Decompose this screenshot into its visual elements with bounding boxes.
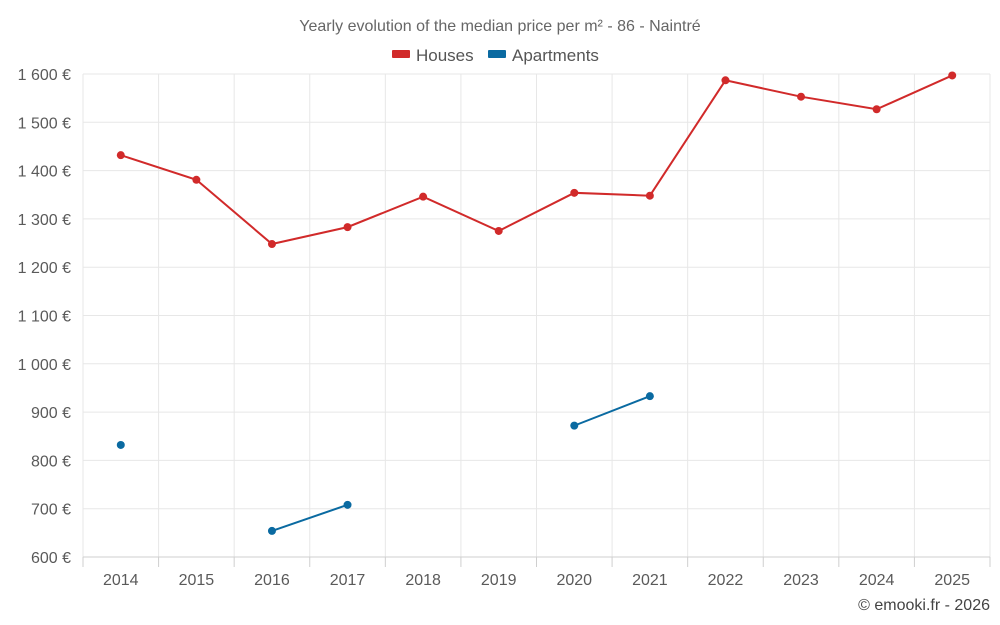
data-point-apartments[interactable] (343, 500, 352, 509)
chart-title: Yearly evolution of the median price per… (299, 18, 700, 35)
series-line-houses (120, 74, 953, 246)
y-tick-label: 600 € (31, 550, 71, 567)
data-point-houses[interactable] (645, 191, 654, 200)
data-point-houses[interactable] (570, 188, 579, 197)
y-tick-label: 1 200 € (18, 260, 71, 277)
axis-layer: 600 € 700 € 800 € 900 € 1 000 € 1 100 € 1 200 … (18, 67, 991, 589)
series-layer (116, 71, 957, 535)
series-houses (116, 71, 957, 249)
data-point-houses[interactable] (267, 240, 276, 249)
grid-layer (82, 73, 991, 557)
data-point-apartments[interactable] (570, 421, 579, 430)
y-tick-label: 1 400 € (18, 164, 71, 181)
series-apartments (116, 392, 654, 535)
data-point-houses[interactable] (872, 105, 881, 114)
x-tick-label: 2019 (481, 572, 517, 589)
y-tick-label: 800 € (31, 453, 71, 470)
y-tick-label: 1 300 € (18, 212, 71, 229)
x-tick-label: 2021 (632, 572, 668, 589)
x-tick-label: 2023 (783, 572, 819, 589)
legend-swatch-apartments (488, 50, 506, 58)
data-point-houses[interactable] (948, 71, 957, 80)
x-tick-label: 2017 (330, 572, 366, 589)
x-tick-label: 2018 (405, 572, 441, 589)
x-tick-label: 2020 (556, 572, 592, 589)
data-point-houses[interactable] (494, 226, 503, 235)
data-point-apartments[interactable] (116, 440, 125, 449)
legend-label-houses[interactable]: Houses (416, 46, 474, 65)
data-point-houses[interactable] (797, 92, 806, 101)
data-point-houses[interactable] (419, 192, 428, 201)
y-tick-label: 1 500 € (18, 115, 71, 132)
legend-swatch-houses (392, 50, 410, 58)
series-line-apartments (573, 395, 651, 427)
data-point-houses[interactable] (116, 151, 125, 160)
y-tick-label: 700 € (31, 502, 71, 519)
legend: Houses Apartments (392, 46, 599, 65)
series-line-apartments (271, 503, 348, 532)
x-tick-label: 2016 (254, 572, 290, 589)
x-tick-label: 2022 (708, 572, 744, 589)
x-tick-label: 2025 (934, 572, 970, 589)
data-point-houses[interactable] (721, 76, 730, 85)
data-point-houses[interactable] (192, 175, 201, 184)
x-tick-label: 2015 (179, 572, 215, 589)
y-tick-label: 1 600 € (18, 67, 71, 84)
x-tick-label: 2024 (859, 572, 895, 589)
y-tick-label: 1 100 € (18, 309, 71, 326)
credit-text: © emooki.fr - 2026 (858, 597, 990, 614)
x-tick-label: 2014 (103, 572, 139, 589)
y-tick-label: 900 € (31, 405, 71, 422)
data-point-apartments[interactable] (267, 526, 276, 535)
legend-label-apartments[interactable]: Apartments (512, 46, 599, 65)
data-point-houses[interactable] (343, 223, 352, 232)
y-tick-label: 1 000 € (18, 357, 71, 374)
data-point-apartments[interactable] (645, 392, 654, 401)
